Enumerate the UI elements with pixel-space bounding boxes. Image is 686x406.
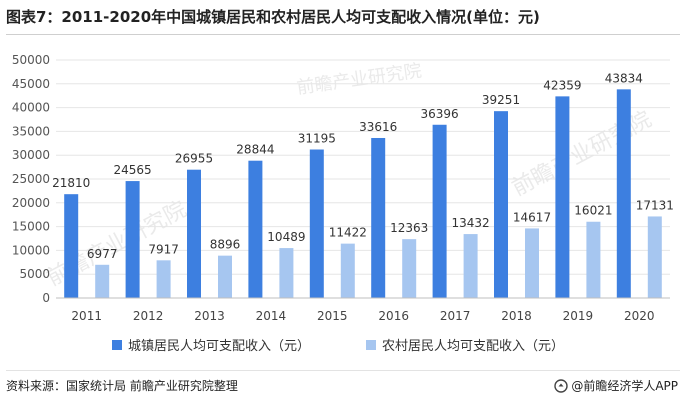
- rural-income-bar: [279, 248, 294, 298]
- urban-income-label: 36396: [421, 107, 459, 121]
- rural-income-bar: [340, 243, 355, 298]
- urban-income-label: 39251: [482, 93, 520, 107]
- urban-income-label: 26955: [175, 152, 213, 166]
- title-divider: [6, 34, 680, 35]
- x-tick-label: 2019: [563, 309, 594, 323]
- brand-logo-icon: [554, 378, 569, 393]
- rural-income-bar: [463, 234, 478, 298]
- rural-income-label: 11422: [329, 226, 367, 240]
- urban-income-label: 28844: [236, 143, 274, 157]
- y-tick-label: 5000: [19, 267, 50, 281]
- rural-income-label: 13432: [452, 216, 490, 230]
- rural-income-label: 12363: [390, 221, 428, 235]
- chart-title: 图表7：2011-2020年中国城镇居民和农村居民人均可支配收入情况(单位：元): [6, 8, 540, 26]
- urban-income-bar: [187, 169, 201, 298]
- brand-text: @前瞻经济学人APP: [571, 379, 678, 393]
- urban-income-label: 43834: [605, 71, 643, 85]
- urban-income-bar: [555, 96, 570, 298]
- urban-income-label: 24565: [114, 163, 152, 177]
- y-tick-label: 45000: [12, 77, 50, 91]
- y-tick-label: 30000: [12, 148, 50, 162]
- watermark-text: 前瞻产业研究院: [508, 107, 656, 201]
- rural-income-bar: [525, 228, 539, 298]
- watermark-text: 前瞻产业研究院: [295, 60, 423, 98]
- y-tick-label: 0: [42, 291, 50, 305]
- rural-income-label: 10489: [267, 230, 305, 244]
- urban-income-bar: [64, 194, 79, 298]
- urban-income-bar: [432, 124, 447, 299]
- x-tick-label: 2015: [317, 309, 348, 323]
- urban-income-label: 31195: [298, 132, 336, 146]
- urban-income-bar: [494, 111, 508, 298]
- rural-income-label: 8896: [210, 238, 241, 252]
- x-axis: 2011 2012 2013 2014 2015 2016 2017 2018 2019 2020: [56, 297, 670, 323]
- rural-income-label: 6977: [87, 247, 118, 261]
- footer-divider: [6, 370, 680, 371]
- y-tick-label: 40000: [12, 101, 50, 115]
- y-tick-label: 35000: [12, 124, 50, 138]
- rural-income-bar: [402, 239, 417, 298]
- urban-income-bar: [309, 149, 324, 298]
- urban-income-bar: [371, 137, 386, 298]
- legend-swatch-urban: [112, 340, 122, 350]
- x-tick-label: 2016: [378, 309, 409, 323]
- rural-income-bar: [218, 255, 232, 298]
- y-axis: 0 5000 10000 15000 20000 25000 30000 35000 40000…: [12, 53, 50, 305]
- y-tick-label: 25000: [12, 172, 50, 186]
- legend-label-rural: 农村居民人均可支配收入（元）: [382, 339, 564, 354]
- x-tick-label: 2013: [194, 309, 225, 323]
- legend-swatch-rural: [366, 340, 376, 350]
- source-note: 资料来源：国家统计局 前瞻产业研究院整理: [6, 379, 238, 393]
- y-tick-label: 20000: [12, 196, 50, 210]
- rural-income-label: 16021: [574, 204, 612, 218]
- brand-credit: @前瞻经济学人APP: [554, 377, 678, 394]
- rural-income-bar: [647, 216, 662, 298]
- data-labels: 21810 6977 24565 7917 26955 8896 28844 10489 311…: [52, 71, 674, 260]
- urban-income-bar: [125, 181, 140, 298]
- x-tick-label: 2020: [624, 309, 655, 323]
- x-tick-label: 2012: [133, 309, 164, 323]
- rural-income-bar: [95, 264, 110, 298]
- y-tick-label: 15000: [12, 220, 50, 234]
- urban-income-bar: [248, 160, 263, 298]
- gridlines: [56, 59, 670, 299]
- x-tick-label: 2018: [501, 309, 532, 323]
- rural-income-bar: [586, 221, 601, 298]
- rural-income-bar: [156, 260, 171, 298]
- y-tick-label: 50000: [12, 53, 50, 67]
- urban-income-label: 42359: [543, 78, 581, 92]
- y-tick-label: 10000: [12, 243, 50, 257]
- x-tick-label: 2017: [440, 309, 471, 323]
- x-tick-label: 2011: [71, 309, 102, 323]
- x-tick-label: 2014: [256, 309, 287, 323]
- bars: [64, 89, 662, 299]
- legend-label-urban: 城镇居民人均可支配收入（元）: [128, 339, 310, 354]
- rural-income-label: 14617: [513, 210, 551, 224]
- urban-income-bar: [616, 89, 631, 298]
- urban-income-label: 33616: [359, 120, 397, 134]
- rural-income-label: 17131: [636, 198, 674, 212]
- rural-income-label: 7917: [148, 242, 179, 256]
- legend: 城镇居民人均可支配收入（元） 农村居民人均可支配收入（元）: [112, 339, 564, 354]
- urban-income-label: 21810: [52, 176, 90, 190]
